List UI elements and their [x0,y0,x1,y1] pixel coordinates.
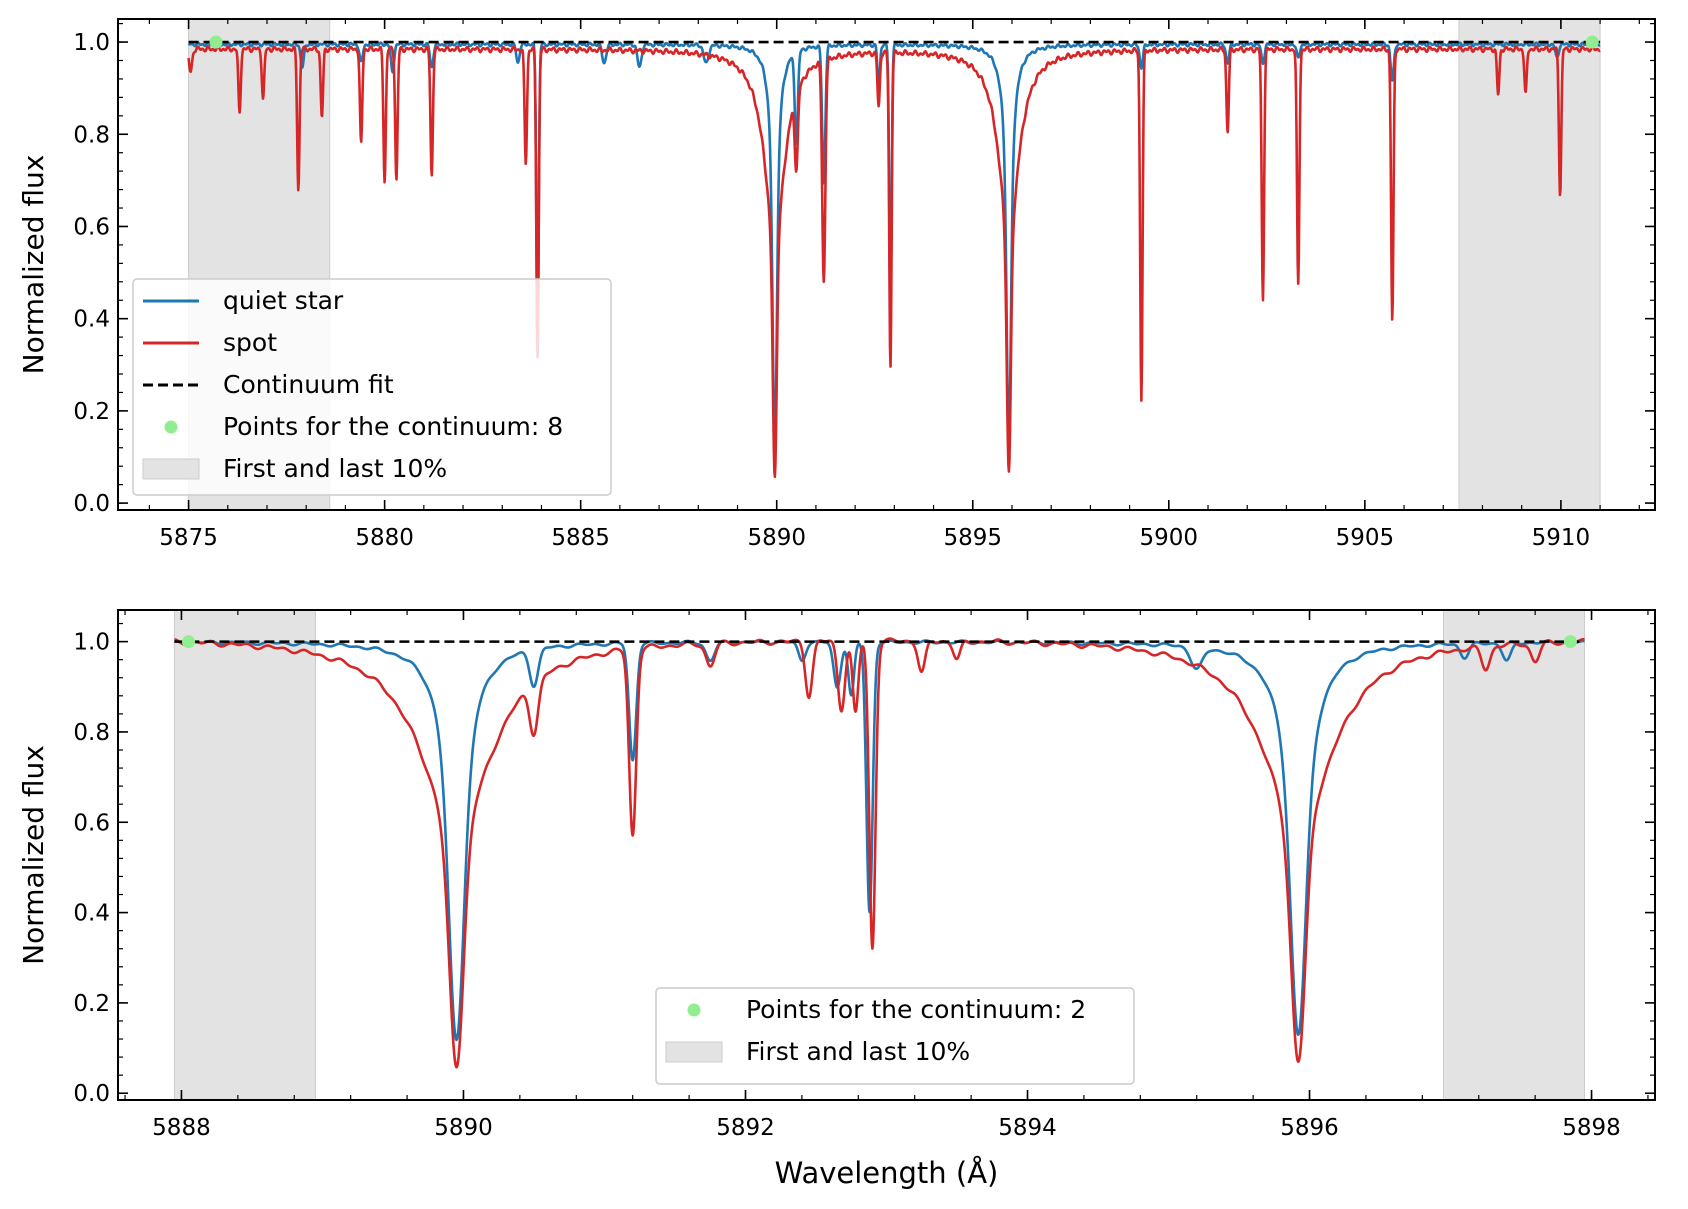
x-tick-label: 5894 [998,1115,1057,1141]
y-tick-label: 1.0 [73,30,110,56]
shaded-region-last [1458,19,1601,510]
legend-handle-patch [665,1041,723,1063]
series-line-spot [187,45,1601,479]
legend: quiet star spot Continuum fit Points for th… [132,278,612,496]
continuum-point [182,635,196,649]
y-tick-label: 0.2 [73,991,110,1017]
y-axis-label: Normalized flux [17,155,50,375]
legend-label: Points for the continuum: 8 [223,412,563,441]
legend-handle-dot [164,420,178,434]
axes-frame [117,609,1656,1101]
y-tick-label: 0.0 [73,1081,110,1107]
legend-label: spot [223,328,277,357]
legend-label: First and last 10% [746,1037,970,1066]
x-tick-label: 5875 [159,525,218,551]
x-tick-label: 5896 [1280,1115,1339,1141]
y-axis-label: Normalized flux [17,745,50,965]
x-tick-label: 5900 [1140,525,1199,551]
x-tick-label: 5892 [716,1115,775,1141]
continuum-point [1585,35,1599,49]
continuum-point [209,35,223,49]
x-tick-label: 5910 [1532,525,1591,551]
legend-label: quiet star [223,286,344,315]
y-tick-label: 0.4 [73,901,110,927]
x-tick-label: 5895 [943,525,1002,551]
y-tick-label: 0.0 [73,491,110,517]
continuum-point [1563,635,1577,649]
x-tick-label: 5890 [747,525,806,551]
y-tick-label: 0.6 [73,810,110,836]
x-tick-label: 5888 [152,1115,211,1141]
x-tick-label: 5880 [355,525,414,551]
y-tick-label: 1.0 [73,630,110,656]
legend-label: First and last 10% [223,454,447,483]
y-tick-label: 0.4 [73,307,110,333]
y-tick-label: 0.8 [73,122,110,148]
legend: Points for the continuum: 2 First and las… [655,987,1135,1085]
top-panel: 5875 5880 5885 5890 5895 5900 5905 5910 0.0 0.2 0.… [17,18,1656,551]
y-tick-label: 0.6 [73,214,110,240]
legend-handle-dot [687,1003,701,1017]
axes-frame [117,18,1656,511]
x-axis-label: Wavelength (Å) [775,1156,999,1190]
series-line-quiet [173,639,1586,1042]
bottom-panel: 5888 5890 5892 5894 5896 5898 0.0 0.2 0.4 0.6 0.8 1… [17,609,1656,1190]
x-tick-label: 5905 [1336,525,1395,551]
legend-box [132,278,612,496]
series-line-spot [173,637,1586,1069]
x-tick-label: 5885 [551,525,610,551]
legend-handle-patch [142,458,200,480]
plot-area [173,610,1586,1100]
legend-box [655,987,1135,1085]
y-tick-label: 0.8 [73,720,110,746]
plot-area [187,19,1601,510]
legend-label: Points for the continuum: 2 [746,995,1086,1024]
legend-label: Continuum fit [223,370,394,399]
x-tick-label: 5898 [1562,1115,1621,1141]
series-line-quiet [187,41,1601,450]
x-tick-label: 5890 [434,1115,493,1141]
shaded-region-first [173,610,316,1100]
y-tick-label: 0.2 [73,399,110,425]
shaded-region-last [1442,610,1585,1100]
